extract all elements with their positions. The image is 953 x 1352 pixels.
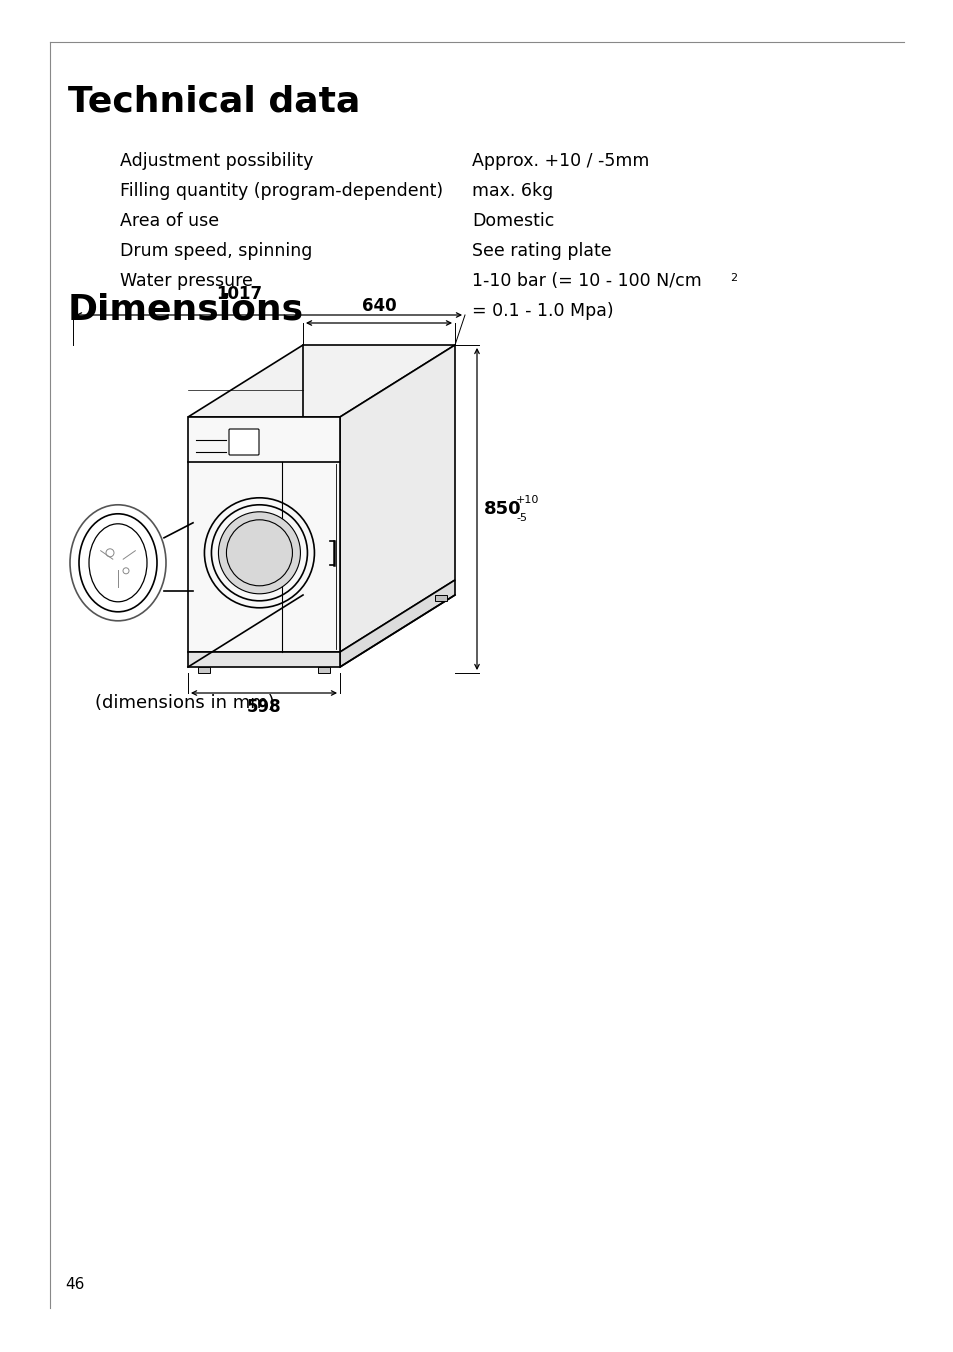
Text: Area of use: Area of use	[120, 212, 219, 230]
Text: 640: 640	[361, 297, 395, 315]
Text: 598: 598	[247, 698, 281, 717]
Text: Filling quantity (program-dependent): Filling quantity (program-dependent)	[120, 183, 442, 200]
Polygon shape	[188, 345, 455, 416]
FancyBboxPatch shape	[229, 429, 258, 456]
Bar	[198, 667, 210, 673]
Text: 46: 46	[65, 1278, 84, 1293]
Text: max. 6kg: max. 6kg	[472, 183, 553, 200]
Text: +10: +10	[516, 495, 538, 506]
Text: -5: -5	[516, 512, 526, 523]
Polygon shape	[188, 652, 339, 667]
Text: 850: 850	[483, 500, 521, 518]
Bar	[317, 667, 330, 673]
Polygon shape	[339, 345, 455, 652]
Polygon shape	[188, 416, 339, 652]
Text: Domestic: Domestic	[472, 212, 554, 230]
Text: Technical data: Technical data	[68, 84, 360, 118]
Text: = 0.1 - 1.0 Mpa): = 0.1 - 1.0 Mpa)	[472, 301, 613, 320]
Bar	[435, 595, 447, 602]
Circle shape	[218, 512, 300, 594]
Text: 2: 2	[729, 273, 737, 283]
Text: Adjustment possibility: Adjustment possibility	[120, 151, 313, 170]
Text: Drum speed, spinning: Drum speed, spinning	[120, 242, 312, 260]
Text: (dimensions in mm): (dimensions in mm)	[95, 694, 274, 713]
Polygon shape	[339, 580, 455, 667]
Text: See rating plate: See rating plate	[472, 242, 611, 260]
Text: 1-10 bar (= 10 - 100 N/cm: 1-10 bar (= 10 - 100 N/cm	[472, 272, 701, 289]
Text: Dimensions: Dimensions	[68, 292, 304, 326]
Text: Water pressure: Water pressure	[120, 272, 253, 289]
Text: Approx. +10 / -5mm: Approx. +10 / -5mm	[472, 151, 649, 170]
Text: 1017: 1017	[215, 285, 262, 303]
